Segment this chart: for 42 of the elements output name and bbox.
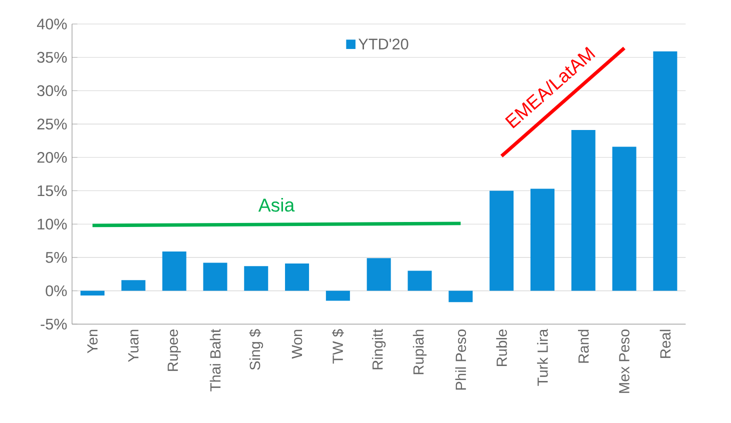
y-tick-label: 35% [37, 52, 67, 63]
bar [244, 266, 268, 291]
x-tick-label: Turk Lira [537, 328, 548, 386]
x-tick-label: Phil Peso [455, 330, 466, 390]
bar [285, 264, 310, 291]
x-tick-label: Ruble [496, 330, 507, 366]
legend-label: YTD'20 [358, 38, 408, 50]
y-tick-label: 30% [37, 85, 67, 96]
x-tick-label: Real [660, 330, 671, 358]
x-tick-label: Rand [578, 330, 589, 363]
x-tick-label: Rupee [168, 330, 181, 371]
bar [80, 290, 104, 296]
y-tick-label: 5% [46, 252, 67, 263]
y-tick-label: 40% [36, 18, 67, 30]
x-tick-label: Thai Baht [210, 329, 221, 392]
bar [408, 270, 432, 291]
x-tick-label: Mex Peso [619, 330, 630, 393]
x-tick-label: Sing $ [249, 329, 264, 370]
y-tick-label: 20% [37, 152, 67, 163]
y-tick-label: 0% [46, 285, 67, 296]
y-tick-label: -5% [40, 318, 67, 330]
bar [571, 130, 596, 291]
x-tick-label: Yuan [128, 330, 139, 362]
bar [326, 290, 350, 301]
x-tick-label: Ringitt [372, 329, 386, 370]
bar [366, 258, 391, 291]
x-tick-label: Won [292, 330, 302, 359]
bar [612, 146, 636, 291]
x-tick-label: TW $ [332, 329, 344, 364]
y-tick-label: 15% [38, 185, 67, 196]
x-tick-label: Yen [87, 330, 98, 354]
annotation: Asia [258, 198, 295, 212]
bar [121, 280, 146, 291]
bar [203, 262, 228, 291]
y-tick-label: 25% [37, 118, 67, 130]
bar [530, 188, 554, 291]
bar [448, 290, 473, 302]
y-tick-label: 10% [38, 218, 67, 230]
x-tick-label: Rupiah [412, 330, 427, 374]
bar [490, 190, 514, 291]
bar [653, 51, 678, 291]
bar [162, 252, 186, 291]
